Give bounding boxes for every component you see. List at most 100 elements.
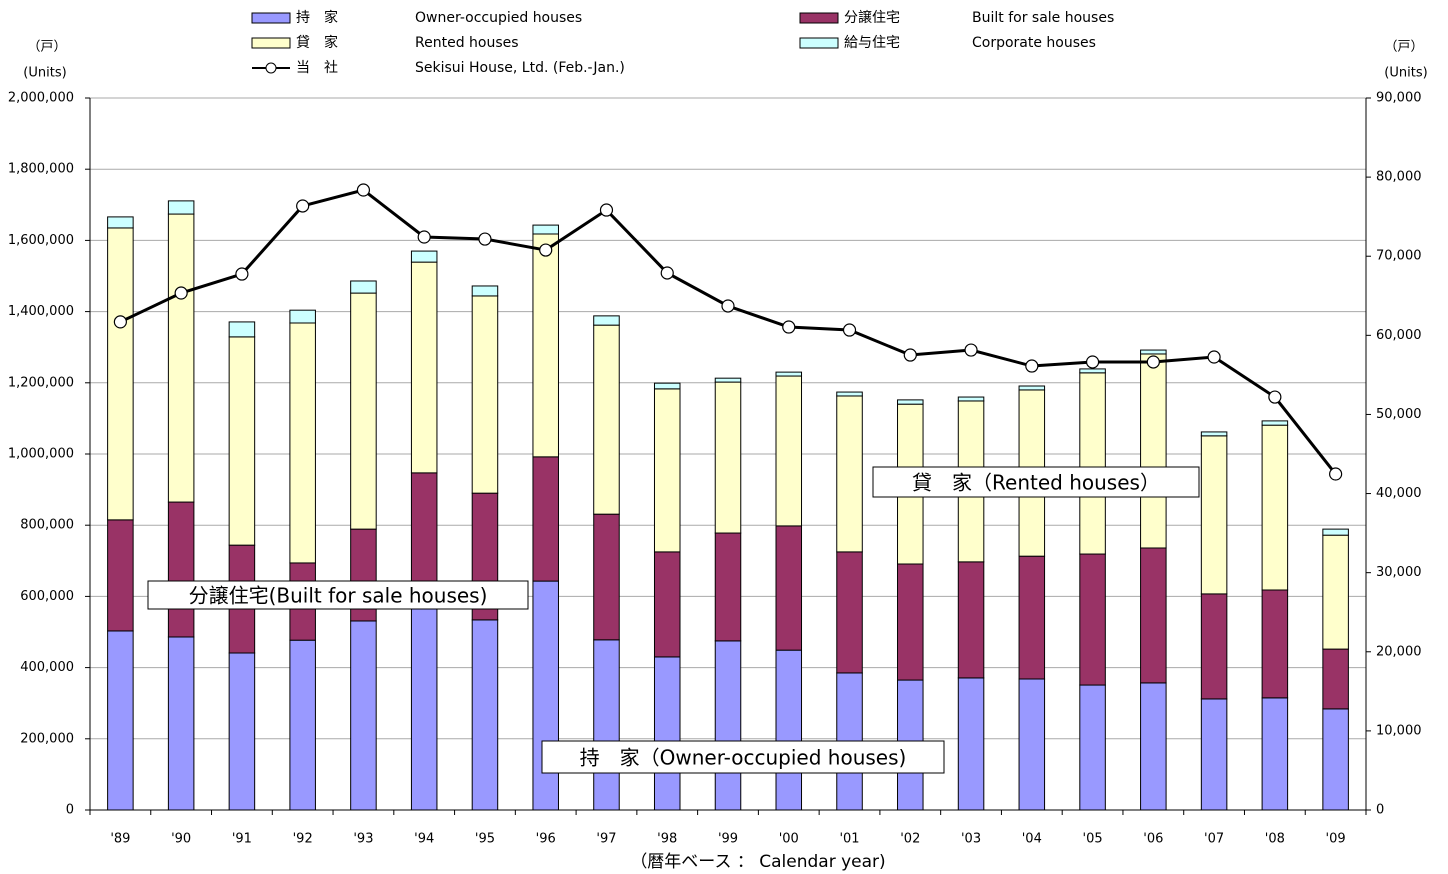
bar-segment	[957, 561, 985, 679]
y-tick-label: 1,400,000	[8, 304, 74, 319]
line-point	[174, 286, 188, 300]
bar-segment	[228, 336, 256, 546]
bar-segment	[957, 396, 985, 402]
bar-segment	[471, 295, 499, 494]
annotation-box	[872, 466, 1200, 498]
bar-segment	[1079, 684, 1106, 811]
legend-label-en: Rented houses	[415, 35, 519, 51]
bar-segment	[714, 640, 742, 811]
bar-segment	[653, 382, 681, 390]
line-point	[1146, 355, 1160, 369]
y2-tick-label: 90,000	[1376, 91, 1422, 106]
y2-tick-label: 50,000	[1376, 407, 1422, 422]
x-tick-label: '91	[232, 832, 252, 847]
bar-segment	[1322, 534, 1349, 650]
bar-segment	[350, 292, 377, 530]
bar-segment	[714, 377, 742, 383]
legend-swatch	[799, 12, 839, 24]
legend-marker	[265, 62, 277, 74]
x-tick-label: '99	[718, 832, 738, 847]
left-unit: (Units)	[23, 66, 66, 81]
bar-segment	[1261, 589, 1289, 699]
x-tick-label: '97	[596, 832, 616, 847]
x-tick-label: '98	[657, 832, 677, 847]
legend-label: 当 社	[296, 60, 338, 76]
bar-segment	[1018, 555, 1046, 680]
x-tick-label: '94	[414, 832, 434, 847]
bar-segment	[593, 639, 620, 811]
legend-label: 分譲住宅	[844, 10, 900, 26]
x-tick-label: '02	[900, 832, 920, 847]
bar-segment	[471, 619, 499, 811]
line-point	[599, 203, 614, 217]
line-point	[842, 323, 857, 337]
bar-segment	[897, 563, 924, 681]
y2-tick-label: 0	[1376, 803, 1384, 818]
legend-label-en: Built for sale houses	[972, 10, 1114, 26]
y2-tick-label: 80,000	[1376, 170, 1422, 185]
line-point	[296, 199, 310, 213]
annotation: 貸 家（Rented houses）	[912, 471, 1160, 495]
bar-segment	[228, 652, 256, 811]
bar-segment	[410, 606, 438, 811]
bar-segment	[167, 636, 195, 811]
bar-segment	[350, 280, 377, 294]
annotation-box	[541, 740, 945, 774]
bar-segment	[1261, 697, 1289, 811]
y-tick-label: 1,800,000	[8, 162, 74, 177]
legend-swatch	[251, 37, 291, 49]
bar-segment	[289, 309, 316, 324]
bar-segment	[532, 580, 559, 811]
annotation: 分譲住宅(Built for sale houses)	[189, 584, 488, 608]
y-tick-label: 0	[66, 803, 74, 818]
bar-segment	[167, 200, 195, 215]
legend-swatch	[799, 37, 839, 49]
x-tick-label: '00	[779, 832, 799, 847]
line-point	[478, 232, 492, 246]
line-point	[356, 183, 371, 197]
bar-segment	[107, 216, 134, 229]
bar-segment	[289, 322, 316, 564]
bar-segment	[532, 456, 559, 582]
line-point	[660, 266, 674, 280]
y-tick-label: 2,000,000	[8, 91, 74, 106]
right-unit: (Units)	[1384, 66, 1427, 81]
bar-segment	[714, 381, 742, 534]
x-tick-label: '06	[1143, 832, 1163, 847]
x-tick-label: '95	[475, 832, 495, 847]
y2-tick-label: 70,000	[1376, 249, 1422, 264]
bar-segment	[593, 315, 620, 326]
bar-segment	[1140, 349, 1167, 355]
x-tick-label: '07	[1204, 832, 1224, 847]
y2-tick-label: 30,000	[1376, 565, 1422, 580]
y2-tick-label: 40,000	[1376, 486, 1422, 501]
line-point	[539, 243, 553, 257]
y2-tick-label: 20,000	[1376, 644, 1422, 659]
bar-segment	[836, 391, 863, 397]
annotation-box	[147, 580, 529, 610]
legend-swatch	[251, 12, 291, 24]
bar-segment	[167, 501, 195, 638]
line-point	[782, 320, 796, 334]
x-tick-label: '96	[536, 832, 556, 847]
y-tick-label: 1,000,000	[8, 447, 74, 462]
legend-label-en: Corporate houses	[972, 35, 1096, 51]
line-point	[1025, 359, 1039, 373]
bar-segment	[775, 525, 803, 651]
bar-segment	[1018, 385, 1046, 391]
bar-segment	[653, 656, 681, 811]
legend-label-en: Sekisui House, Ltd. (Feb.-Jan.)	[415, 60, 625, 76]
x-tick-label: '05	[1083, 832, 1103, 847]
y-tick-label: 1,600,000	[8, 233, 74, 248]
bar-segment	[1322, 528, 1349, 536]
bar-segment	[1200, 435, 1228, 595]
bar-segment	[107, 227, 134, 521]
bar-segment	[1140, 547, 1167, 684]
y-tick-label: 400,000	[20, 660, 74, 675]
bar-segment	[653, 551, 681, 658]
x-tick-label: '92	[293, 832, 313, 847]
bar-segment	[836, 395, 863, 553]
bar-segment	[714, 532, 742, 642]
line-point	[1207, 350, 1221, 364]
